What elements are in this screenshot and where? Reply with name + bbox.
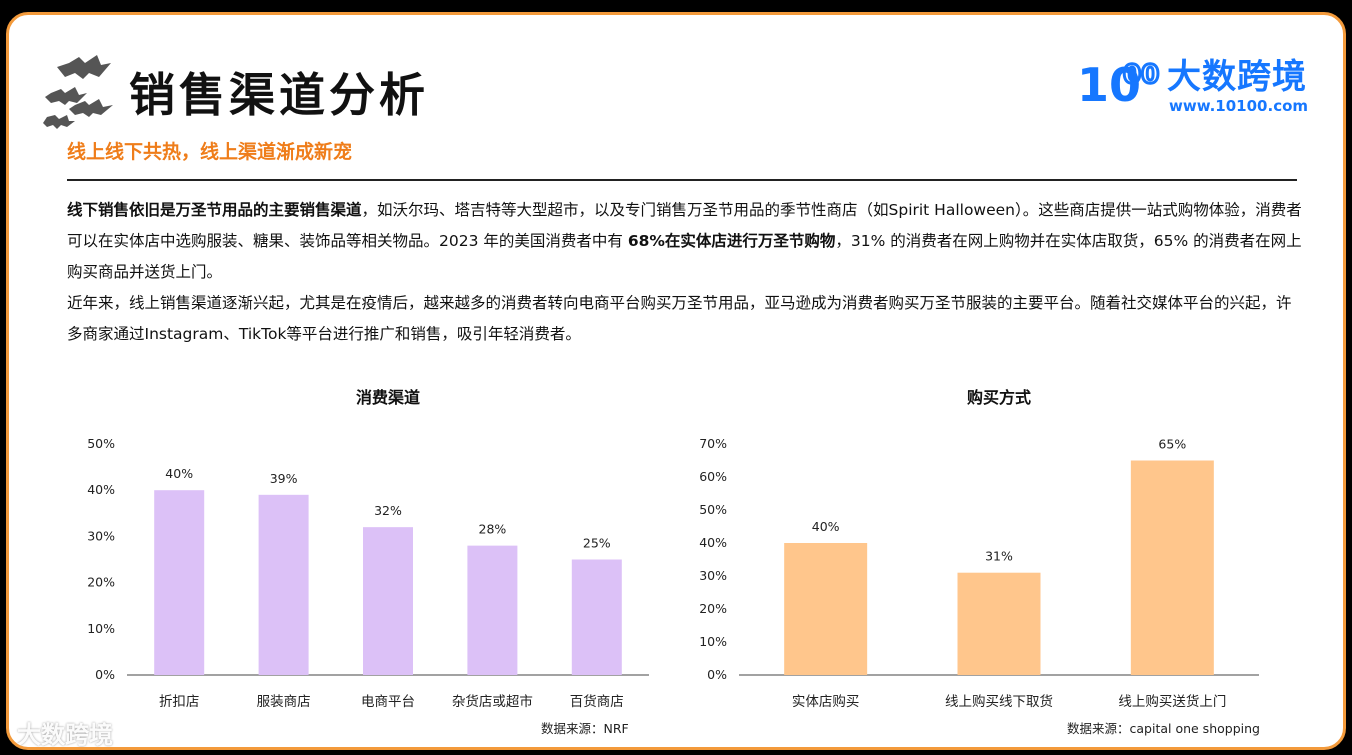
p1-text-2: ，31% 的消费者在网上购物并在实体店取货，65% 的消费者在网上购买商品并送货… <box>67 232 1302 281</box>
slide-frame: 销售渠道分析 线上线下共热，线上渠道渐成新宠 10 00 大数跨境 www.10… <box>6 12 1346 750</box>
bar <box>784 543 868 675</box>
category-label: 百货商店 <box>570 693 624 710</box>
y-tick-label: 30% <box>699 568 727 583</box>
chart-source-2: 数据来源：capital one shopping <box>1067 721 1260 736</box>
bar <box>571 559 622 675</box>
data-label: 40% <box>165 466 193 481</box>
page-title: 销售渠道分析 <box>129 68 429 122</box>
y-tick-label: 60% <box>699 469 727 484</box>
y-tick-label: 0% <box>95 667 115 682</box>
y-tick-label: 40% <box>699 535 727 550</box>
category-label: 实体店购买 <box>792 694 860 710</box>
p1-text-1: ，如沃尔玛、塔吉特等大型超市，以及专门销售万圣节用品的季节性商店（如Spirit… <box>67 201 1302 250</box>
data-label: 65% <box>1158 437 1186 452</box>
p1-bold-2: 68%在实体店进行万圣节购物 <box>627 232 836 250</box>
chart-title: 消费渠道 <box>356 388 420 407</box>
watermark: 大数跨境 <box>17 721 113 749</box>
y-tick-label: 20% <box>699 601 727 616</box>
chart-source-1: 数据来源：NRF <box>541 721 629 736</box>
bar <box>363 527 413 675</box>
data-label: 25% <box>583 536 611 551</box>
bar <box>258 494 309 675</box>
category-label: 服装商店 <box>257 694 311 710</box>
bar <box>1130 460 1214 675</box>
data-label: 31% <box>985 549 1013 564</box>
logo-mark: 10 <box>1077 58 1141 112</box>
y-tick-label: 10% <box>699 634 727 649</box>
data-label: 28% <box>479 522 507 537</box>
logo-mark-icon: 10 00 <box>1077 58 1161 112</box>
bat-icon <box>43 55 113 129</box>
category-label: 折扣店 <box>159 694 200 710</box>
y-tick-label: 20% <box>87 575 115 590</box>
chart-consumption-channel: 消费渠道 0% 10% 20% 30% 40% 50% 40% 折扣店 39% 服装商店 32% 电商平… <box>69 369 649 719</box>
category-label: 杂货店或超市 <box>452 693 533 710</box>
divider <box>67 179 1297 181</box>
body-text: 线下销售依旧是万圣节用品的主要销售渠道，如沃尔玛、塔吉特等大型超市，以及专门销售… <box>67 195 1302 350</box>
category-label: 电商平台 <box>361 694 415 710</box>
data-label: 40% <box>812 519 840 534</box>
bar <box>957 572 1041 675</box>
chart-svg: 购买方式 0% 10% 20% 30% 40% 50% 60% 70% 40% 实体店购买 31% 线上… <box>699 388 1259 710</box>
y-tick-label: 40% <box>87 482 115 497</box>
paragraph-2: 近年来，线上销售渠道逐渐兴起，尤其是在疫情后，越来越多的消费者转向电商平台购买万… <box>67 294 1292 343</box>
y-tick-label: 10% <box>87 621 115 636</box>
data-label: 39% <box>270 471 298 486</box>
page-subtitle: 线上线下共热，线上渠道渐成新宠 <box>67 141 353 163</box>
y-tick-label: 70% <box>699 436 727 451</box>
logo-mark-tail: 00 <box>1123 60 1159 90</box>
chart-title: 购买方式 <box>967 388 1031 407</box>
chart-purchase-method: 购买方式 0% 10% 20% 30% 40% 50% 60% 70% 40% 实体店购买 31% 线上… <box>699 369 1269 719</box>
p1-bold-1: 线下销售依旧是万圣节用品的主要销售渠道 <box>67 201 362 219</box>
data-label: 32% <box>374 503 402 518</box>
y-tick-label: 30% <box>87 528 115 543</box>
paragraph-1: 线下销售依旧是万圣节用品的主要销售渠道，如沃尔玛、塔吉特等大型超市，以及专门销售… <box>67 195 1302 288</box>
logo-url: www.10100.com <box>1169 97 1309 115</box>
bar <box>154 490 205 675</box>
brand-logo: 10 00 大数跨境 www.10100.com <box>1075 43 1325 123</box>
logo-name: 大数跨境 <box>1167 57 1307 97</box>
y-tick-label: 50% <box>87 436 115 451</box>
category-label: 线上购买送货上门 <box>1118 693 1226 710</box>
y-tick-label: 50% <box>699 502 727 517</box>
chart-svg: 消费渠道 0% 10% 20% 30% 40% 50% 40% 折扣店 39% 服装商店 32% 电商平… <box>87 388 649 710</box>
category-label: 线上购买线下取货 <box>945 693 1053 710</box>
y-tick-label: 0% <box>707 667 727 682</box>
bar <box>467 545 518 675</box>
